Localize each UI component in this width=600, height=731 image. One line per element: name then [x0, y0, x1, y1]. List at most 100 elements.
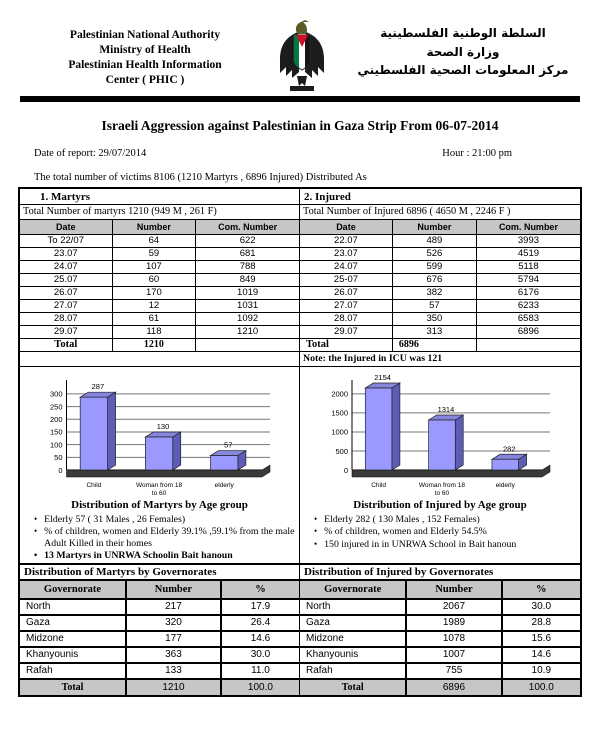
bullet-icon: •: [314, 526, 318, 537]
table-row: 23.07 59 681: [20, 246, 299, 261]
svg-text:100: 100: [49, 440, 62, 449]
injured-table-header-row: Date Number Com. Number: [300, 220, 580, 235]
percent-cell: 28.8: [500, 613, 580, 632]
total-percent: 100.0: [219, 677, 299, 695]
bullet-item: • % of children, women and Elderly 54.5%: [314, 526, 576, 538]
svg-text:130: 130: [156, 422, 169, 431]
letterhead-english: Palestinian National Authority Ministry …: [36, 20, 254, 88]
svg-text:50: 50: [54, 453, 62, 462]
martyrs-column: 1. Martyrs Total Number of martyrs 1210 …: [20, 189, 300, 695]
date-cell: 28.07: [20, 311, 113, 326]
letterhead-ar-line: مركز المعلومات الصحية الفلسطيني: [357, 63, 569, 78]
date-cell: 28.07: [300, 311, 393, 326]
number-cell: 12: [111, 298, 197, 313]
cumulative-cell: 3993: [475, 233, 580, 248]
cumulative-cell: 6233: [475, 298, 580, 313]
bullet-item: • Elderly 282 ( 130 Males , 152 Females): [314, 514, 576, 526]
martyrs-table-body: To 22/07 64 622 23.07 59 681 24.07: [20, 233, 299, 339]
svg-text:1000: 1000: [331, 427, 348, 436]
svg-text:2154: 2154: [374, 373, 391, 382]
number-cell: 1989: [405, 613, 503, 632]
table-row: North 2067 30.0: [300, 597, 580, 616]
cumulative-cell: 4519: [475, 246, 580, 261]
report-date: Date of report: 29/07/2014: [34, 148, 147, 159]
injured-age-chart-cell: 0 500 1000 1500 2000 2154 Child 1314 Woman from …: [300, 367, 580, 565]
cumulative-cell: 849: [195, 272, 299, 287]
governorate-cell: North: [300, 597, 408, 616]
injured-table-body: 22.07 489 3993 23.07 526 4519 24.07: [300, 233, 580, 339]
table-row: Midzone 1078 15.6: [300, 629, 580, 648]
martyrs-table-header-row: Date Number Com. Number: [20, 220, 299, 235]
total-label: Total: [300, 337, 393, 352]
date-cell: To 22/07: [20, 233, 113, 248]
cumulative-cell: 5118: [475, 259, 580, 274]
total-value: 6896: [391, 337, 477, 352]
number-cell: 382: [391, 285, 477, 300]
table-row: Rafah 133 11.0: [20, 661, 299, 680]
report-title: Israeli Aggression against Palestinian i…: [101, 118, 499, 133]
bullet-text: Elderly 57 ( 31 Males , 26 Females): [44, 513, 186, 525]
percent-cell: 11.0: [219, 661, 299, 680]
number-cell: 2067: [405, 597, 503, 616]
number-cell: 755: [405, 661, 503, 680]
number-cell: 217: [125, 597, 222, 616]
total-empty-cell: [195, 337, 299, 352]
table-row: 22.07 489 3993: [300, 233, 580, 248]
cumulative-cell: 6583: [475, 311, 580, 326]
percent-cell: 15.6: [500, 629, 580, 648]
svg-text:to 60: to 60: [435, 490, 450, 496]
column-header-governorate: Governorate: [300, 580, 408, 600]
injured-age-bar-chart: 0 500 1000 1500 2000 2154 Child 1314 Woman from …: [331, 373, 551, 496]
table-row: 26.07 170 1019: [20, 285, 299, 300]
report-hour: Hour : 21:00 pm: [442, 148, 512, 159]
column-header-com-number: Com. Number: [475, 220, 580, 235]
column-header-number: Number: [111, 220, 197, 235]
percent-cell: 17.9: [219, 597, 299, 616]
table-row: Khanyounis 363 30.0: [20, 645, 299, 664]
table-row: 25.07 60 849: [20, 272, 299, 287]
svg-text:500: 500: [335, 446, 348, 455]
bullet-icon: •: [314, 513, 318, 524]
svg-text:elderly: elderly: [214, 482, 234, 489]
bullet-item: • 150 injured in in UNRWA School in Bait …: [314, 539, 576, 551]
number-cell: 107: [111, 259, 197, 274]
column-header-number: Number: [405, 580, 503, 600]
number-cell: 526: [391, 246, 477, 261]
victims-summary-line: The total number of victims 8106 (1210 M…: [34, 172, 367, 183]
martyrs-age-caption: Distribution of Martyrs by Age group: [71, 498, 248, 511]
letterhead-ar-line: السلطة الوطنية الفلسطينية: [380, 26, 546, 40]
gov-total-row: Total 6896 100.0: [300, 677, 580, 695]
table-row: 23.07 526 4519: [300, 246, 580, 261]
number-cell: 61: [111, 311, 197, 326]
svg-text:2000: 2000: [331, 389, 348, 398]
injured-age-bullets: • Elderly 282 ( 130 Males , 152 Females) …: [300, 511, 580, 551]
number-cell: 170: [111, 285, 197, 300]
martyrs-total-row: Total 1210: [20, 337, 299, 352]
martyrs-age-bar-chart: 0 50 100 150 200 250 300 287 Child 130 Woman from …: [49, 379, 270, 496]
svg-text:1314: 1314: [438, 404, 455, 413]
cumulative-cell: 622: [195, 233, 299, 248]
date-cell: 25-07: [300, 272, 393, 287]
governorate-cell: North: [20, 597, 128, 616]
column-header-governorate: Governorate: [20, 580, 128, 600]
letterhead-arabic: السلطة الوطنية الفلسطينية وزارة الصحة مر…: [350, 20, 576, 80]
number-cell: 350: [391, 311, 477, 326]
column-header-percent: %: [500, 580, 580, 600]
governorate-cell: Khanyounis: [20, 645, 128, 664]
martyrs-gov-title: Distribution of Martyrs by Governorates: [20, 565, 299, 581]
date-cell: 29.07: [300, 324, 393, 339]
governorate-cell: Gaza: [20, 613, 128, 632]
governorate-cell: Khanyounis: [300, 645, 408, 664]
svg-text:300: 300: [49, 389, 62, 398]
table-row: 28.07 350 6583: [300, 311, 580, 326]
header-rule: [20, 96, 580, 102]
injured-gov-title: Distribution of Injured by Governorates: [300, 565, 580, 581]
table-row: 24.07 107 788: [20, 259, 299, 274]
svg-text:250: 250: [49, 402, 62, 411]
letterhead-en-line: Palestinian Health Information: [68, 58, 222, 71]
bullet-text: % of children, women and Elderly 54.5%: [324, 526, 487, 538]
injured-total-row: Total 6896: [300, 337, 580, 352]
date-cell: 25.07: [20, 272, 113, 287]
cumulative-cell: 1210: [195, 324, 299, 339]
palestinian-eagle-emblem-icon: [272, 20, 332, 96]
